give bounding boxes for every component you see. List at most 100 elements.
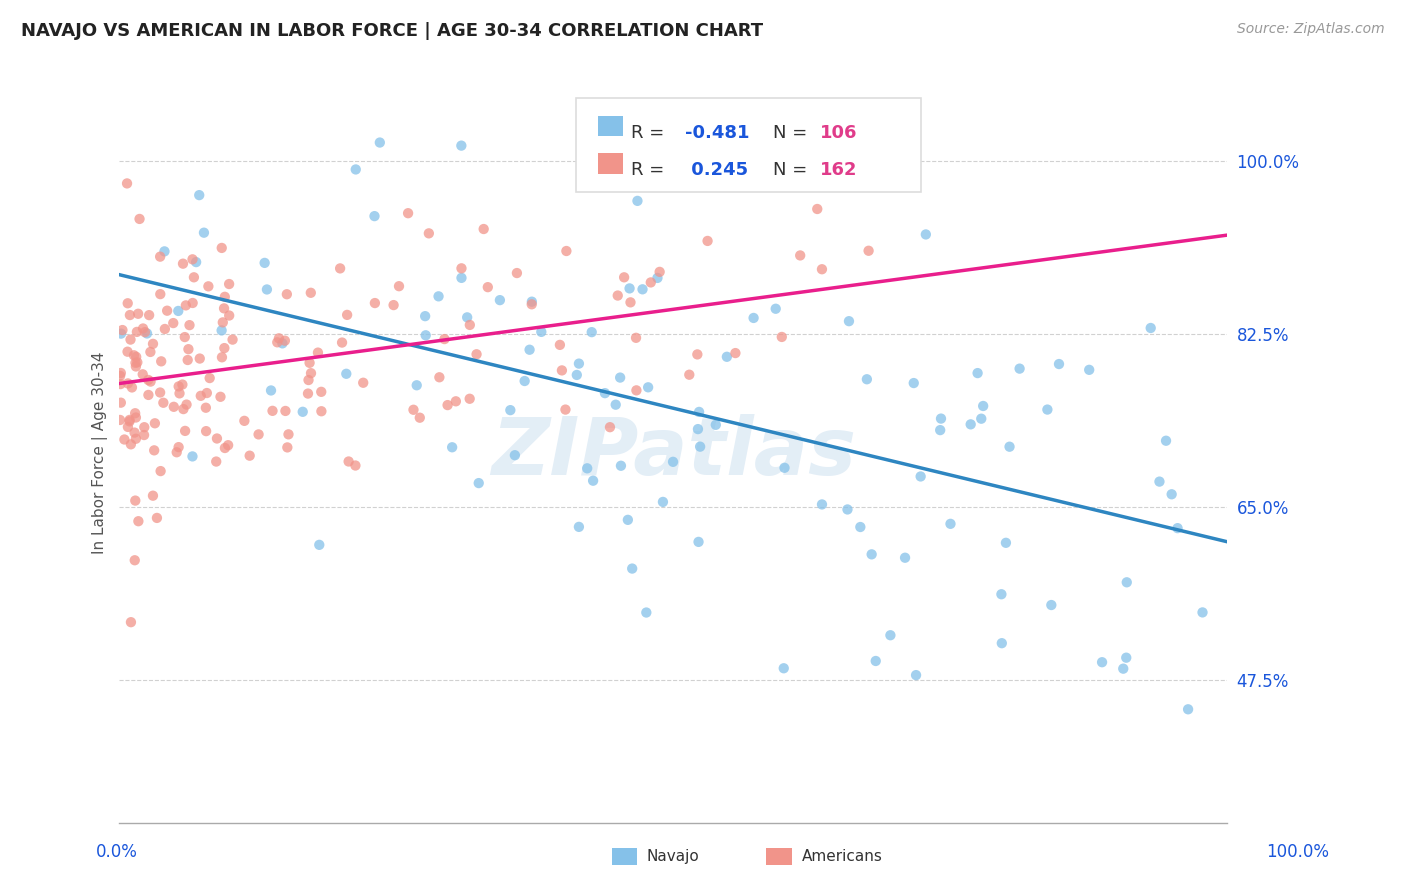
Point [167, 304, 190, 318]
Point [127, 355, 149, 369]
Point [156, 303, 179, 318]
Point [364, 296, 387, 310]
Point [344, 162, 367, 177]
Point [344, 458, 367, 473]
Point [115, 177, 138, 191]
Point [117, 420, 139, 434]
Point [125, 410, 148, 425]
Point [149, 250, 172, 264]
Point [134, 420, 156, 434]
Point [128, 211, 150, 226]
Text: N =: N = [773, 124, 807, 142]
Point [856, 372, 879, 386]
Point [565, 368, 588, 382]
Point [959, 417, 981, 432]
Point [1008, 361, 1031, 376]
Point [966, 366, 988, 380]
Point [939, 516, 962, 531]
Point [120, 333, 142, 347]
Point [837, 502, 859, 516]
Point [329, 261, 352, 276]
Point [849, 520, 872, 534]
Point [205, 454, 228, 468]
Point [548, 338, 571, 352]
Text: R =: R = [631, 124, 665, 142]
Point [233, 414, 256, 428]
Point [664, 145, 686, 159]
Point [998, 440, 1021, 454]
Point [108, 368, 131, 383]
Point [274, 334, 297, 348]
Point [132, 321, 155, 335]
Point [568, 520, 591, 534]
Point [218, 309, 240, 323]
Point [1160, 487, 1182, 501]
Point [472, 222, 495, 236]
Point [770, 330, 793, 344]
Point [606, 288, 628, 302]
Point [217, 438, 239, 452]
Point [905, 668, 928, 682]
Point [593, 386, 616, 401]
Text: NAVAJO VS AMERICAN IN LABOR FORCE | AGE 30-34 CORRELATION CHART: NAVAJO VS AMERICAN IN LABOR FORCE | AGE … [21, 22, 763, 40]
Point [297, 386, 319, 401]
Text: R =: R = [631, 161, 665, 179]
Point [994, 536, 1017, 550]
Point [211, 241, 233, 255]
Point [382, 298, 405, 312]
Point [742, 310, 765, 325]
Point [363, 209, 385, 223]
Point [181, 252, 204, 267]
Point [619, 295, 641, 310]
Point [149, 287, 172, 301]
Point [811, 498, 834, 512]
Point [118, 414, 141, 428]
Point [716, 350, 738, 364]
Point [112, 433, 135, 447]
Point [266, 335, 288, 350]
Point [450, 271, 472, 285]
Point [865, 654, 887, 668]
Point [108, 413, 131, 427]
Point [1091, 655, 1114, 669]
Point [124, 493, 146, 508]
Point [806, 202, 828, 216]
Point [970, 411, 993, 425]
Point [110, 395, 132, 409]
Point [143, 417, 166, 431]
Point [153, 244, 176, 259]
Point [212, 301, 235, 316]
Point [299, 285, 322, 300]
Point [388, 279, 411, 293]
Point [647, 271, 669, 285]
Text: Source: ZipAtlas.com: Source: ZipAtlas.com [1237, 22, 1385, 37]
Point [405, 378, 427, 392]
Point [477, 280, 499, 294]
Point [858, 244, 880, 258]
Point [124, 356, 146, 370]
Point [124, 553, 146, 567]
Point [167, 379, 190, 393]
Point [125, 432, 148, 446]
Text: Navajo: Navajo [647, 849, 700, 863]
Point [253, 256, 276, 270]
Point [197, 279, 219, 293]
Point [444, 394, 467, 409]
Point [110, 326, 132, 341]
Point [696, 234, 718, 248]
Point [489, 293, 512, 307]
Point [134, 325, 156, 339]
Point [1167, 521, 1189, 535]
Point [689, 440, 711, 454]
Point [267, 331, 290, 345]
Point [125, 350, 148, 364]
Point [838, 314, 860, 328]
Point [520, 297, 543, 311]
Point [530, 325, 553, 339]
Y-axis label: In Labor Force | Age 30-34: In Labor Force | Age 30-34 [93, 351, 108, 554]
Point [396, 206, 419, 220]
Point [247, 427, 270, 442]
Point [1115, 575, 1137, 590]
Point [132, 428, 155, 442]
Text: 100.0%: 100.0% [1265, 843, 1329, 861]
